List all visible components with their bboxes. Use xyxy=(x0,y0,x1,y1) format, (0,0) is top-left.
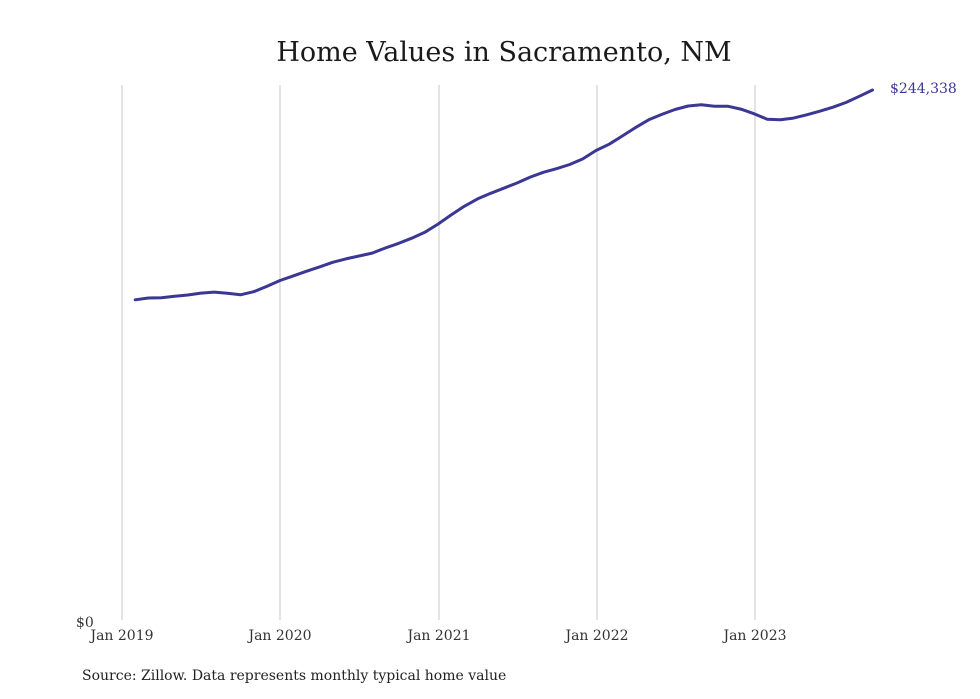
data-point xyxy=(226,292,229,295)
data-point xyxy=(331,261,334,264)
data-point xyxy=(516,182,519,185)
data-point xyxy=(489,192,492,195)
data-point xyxy=(147,297,150,300)
data-point xyxy=(450,213,453,216)
data-point xyxy=(818,110,821,113)
data-point xyxy=(344,257,347,260)
data-point xyxy=(397,242,400,245)
data-point xyxy=(239,293,242,296)
data-point xyxy=(726,105,729,108)
data-point xyxy=(647,118,650,121)
data-point xyxy=(160,296,163,299)
data-point xyxy=(463,205,466,208)
data-point xyxy=(674,108,677,111)
data-point xyxy=(410,237,413,240)
data-point xyxy=(252,290,255,293)
data-point xyxy=(384,247,387,250)
x-tick-label-2020: Jan 2020 xyxy=(246,628,311,644)
data-point xyxy=(173,295,176,298)
data-point xyxy=(581,157,584,160)
x-tick-label-2021: Jan 2021 xyxy=(405,628,470,644)
data-point xyxy=(437,223,440,226)
data-point xyxy=(805,113,808,116)
grid-lines xyxy=(121,85,756,620)
data-point xyxy=(608,143,611,146)
data-point xyxy=(568,163,571,166)
data-point xyxy=(542,171,545,174)
data-point xyxy=(423,231,426,234)
data-point xyxy=(292,274,295,277)
data-point xyxy=(186,294,189,297)
data-point xyxy=(700,103,703,106)
series-line-0 xyxy=(133,88,874,302)
last-value-label: $244,338 xyxy=(890,81,957,97)
data-point xyxy=(200,292,203,295)
data-point xyxy=(476,197,479,200)
data-point xyxy=(279,279,282,282)
source-note: Source: Zillow. Data represents monthly … xyxy=(82,668,507,684)
data-point xyxy=(871,89,874,92)
data-point xyxy=(779,118,782,121)
data-point xyxy=(713,105,716,108)
data-point xyxy=(858,95,861,98)
data-point xyxy=(739,108,742,111)
data-point xyxy=(766,118,769,121)
data-point xyxy=(845,101,848,104)
y-tick-label-zero: $0 xyxy=(76,615,94,631)
data-point xyxy=(621,135,624,138)
data-point xyxy=(792,117,795,120)
data-point xyxy=(832,106,835,109)
data-point xyxy=(318,265,321,268)
x-tick-label-2023: Jan 2023 xyxy=(721,628,786,644)
x-tick-label-2019: Jan 2019 xyxy=(88,628,153,644)
chart-title: Home Values in Sacramento, NM xyxy=(276,37,731,68)
series-layer xyxy=(133,88,874,302)
data-point xyxy=(753,112,756,115)
data-point xyxy=(358,255,361,258)
data-point xyxy=(305,270,308,273)
data-point xyxy=(595,149,598,152)
data-point xyxy=(502,187,505,190)
data-point xyxy=(265,285,268,288)
data-point xyxy=(134,298,137,301)
data-point xyxy=(371,252,374,255)
data-point xyxy=(555,167,558,170)
x-tick-label-2022: Jan 2022 xyxy=(563,628,628,644)
data-point xyxy=(634,126,637,129)
data-point xyxy=(213,291,216,294)
x-axis-ticks: Jan 2019 Jan 2020 Jan 2021 Jan 2022 Jan 2023 xyxy=(88,628,786,644)
data-point xyxy=(660,113,663,116)
data-point xyxy=(529,176,532,179)
data-point xyxy=(687,105,690,108)
